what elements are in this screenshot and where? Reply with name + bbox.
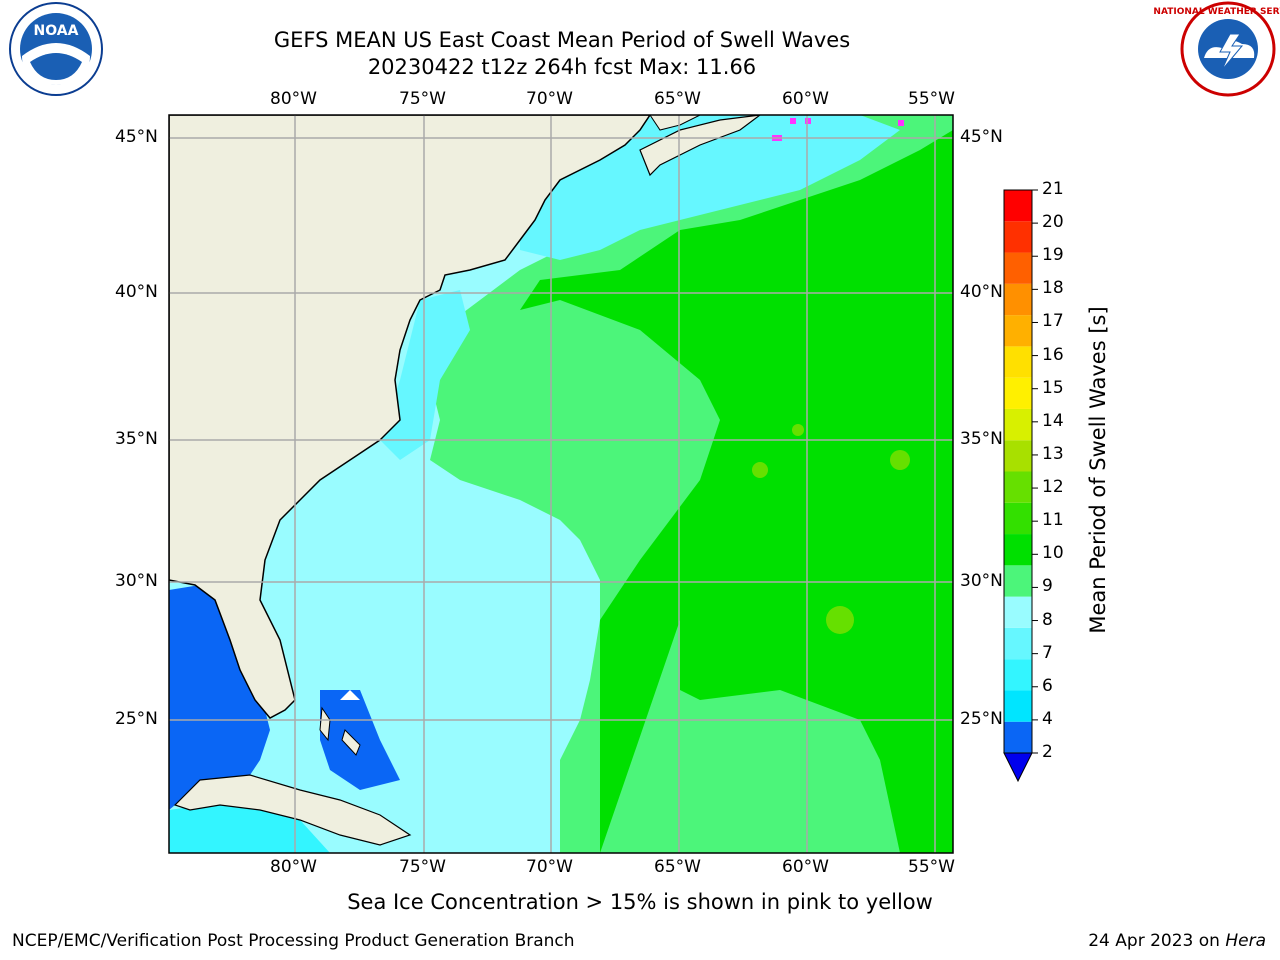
lat-label-left: 45°N bbox=[115, 127, 158, 147]
colorbar-tick-label: 18 bbox=[1042, 278, 1064, 299]
lon-label-top: 60°W bbox=[782, 89, 829, 109]
colorbar-swatch bbox=[1004, 190, 1032, 222]
colorbar-tick-label: 10 bbox=[1042, 543, 1064, 564]
colorbar-swatch bbox=[1004, 565, 1032, 597]
colorbar-title: Mean Period of Swell Waves [s] bbox=[1086, 306, 1110, 634]
colorbar-tick-label: 20 bbox=[1042, 212, 1064, 233]
colorbar-tick-label: 2 bbox=[1042, 742, 1053, 762]
colorbar-swatch bbox=[1004, 346, 1032, 378]
lon-label-bottom: 55°W bbox=[908, 857, 955, 877]
colorbar-swatch bbox=[1004, 721, 1032, 753]
lon-label-bottom: 75°W bbox=[399, 857, 446, 877]
colorbar-swatch bbox=[1004, 596, 1032, 628]
lon-label-bottom: 60°W bbox=[782, 857, 829, 877]
noaa-logo: NOAA bbox=[9, 2, 103, 96]
lon-label-bottom: 70°W bbox=[526, 857, 573, 877]
svg-text:NATIONAL WEATHER SERVICE: NATIONAL WEATHER SERVICE bbox=[1153, 7, 1280, 17]
colorbar bbox=[1003, 189, 1038, 783]
colorbar-tick-label: 4 bbox=[1042, 708, 1053, 729]
colorbar-frame bbox=[1003, 189, 1033, 754]
map-frame bbox=[168, 114, 954, 854]
map-area bbox=[169, 115, 953, 853]
lat-label-right: 40°N bbox=[960, 282, 1003, 302]
lat-label-left: 35°N bbox=[115, 429, 158, 449]
colorbar-tick-label: 6 bbox=[1042, 675, 1053, 696]
cuba-land bbox=[173, 774, 412, 846]
footer-credit: NCEP/EMC/Verification Post Processing Pr… bbox=[12, 931, 575, 951]
colorbar-tick-label: 19 bbox=[1042, 245, 1064, 266]
lat-label-left: 30°N bbox=[115, 571, 158, 591]
lon-label-bottom: 80°W bbox=[270, 857, 317, 877]
colorbar-tick-label: 11 bbox=[1042, 510, 1064, 531]
colorbar-swatch bbox=[1004, 440, 1032, 472]
lon-label-top: 75°W bbox=[399, 89, 446, 109]
colorbar-swatch bbox=[1004, 534, 1032, 566]
colorbar-extend-triangle bbox=[1003, 752, 1033, 783]
colorbar-tick-label: 17 bbox=[1042, 311, 1064, 332]
colorbar-swatch bbox=[1004, 377, 1032, 409]
colorbar-swatch bbox=[1004, 283, 1032, 316]
lat-label-right: 30°N bbox=[960, 571, 1003, 591]
swell-2-4-region bbox=[169, 585, 270, 810]
lat-label-right: 45°N bbox=[960, 127, 1003, 147]
colorbar-tick-label: 16 bbox=[1042, 344, 1064, 365]
colorbar-tick-label: 12 bbox=[1042, 477, 1064, 498]
graticule bbox=[169, 115, 953, 853]
footer-date: 24 Apr 2023 on Hera bbox=[1088, 931, 1266, 951]
colorbar-swatch bbox=[1004, 252, 1032, 284]
colorbar-swatch bbox=[1004, 627, 1032, 660]
map-title: GEFS MEAN US East Coast Mean Period of S… bbox=[273, 28, 851, 52]
colorbar-swatch bbox=[1004, 315, 1032, 347]
lat-label-left: 40°N bbox=[115, 282, 158, 302]
lon-label-bottom: 65°W bbox=[654, 857, 701, 877]
lat-label-right: 35°N bbox=[960, 429, 1003, 449]
colorbar-swatch bbox=[1004, 690, 1032, 722]
nws-logo: NATIONAL WEATHER SERVICE bbox=[1153, 1, 1280, 97]
lon-label-top: 65°W bbox=[654, 89, 701, 109]
lon-label-top: 80°W bbox=[270, 89, 317, 109]
lat-label-left: 25°N bbox=[115, 709, 158, 729]
svg-text:NOAA: NOAA bbox=[34, 23, 79, 39]
colorbar-swatch bbox=[1004, 471, 1032, 503]
colorbar-tick-label: 14 bbox=[1042, 410, 1064, 431]
swell-10-11-region bbox=[520, 130, 953, 853]
lat-label-right: 25°N bbox=[960, 709, 1003, 729]
colorbar-tick-label: 15 bbox=[1042, 377, 1064, 398]
colorbar-tick-label: 21 bbox=[1042, 179, 1064, 199]
colorbar-swatch bbox=[1004, 659, 1032, 691]
colorbar-swatch bbox=[1004, 221, 1032, 253]
sea-ice-caption: Sea Ice Concentration > 15% is shown in … bbox=[347, 890, 933, 914]
colorbar-tick-label: 13 bbox=[1042, 443, 1064, 464]
colorbar-tick-label: 9 bbox=[1042, 576, 1053, 597]
colorbar-tick-label: 7 bbox=[1042, 642, 1053, 663]
lon-label-top: 55°W bbox=[908, 89, 955, 109]
colorbar-swatch bbox=[1004, 502, 1032, 535]
map-subtitle: 20230422 t12z 264h fcst Max: 11.66 bbox=[367, 55, 757, 79]
colorbar-tick-label: 8 bbox=[1042, 609, 1053, 630]
colorbar-swatch bbox=[1004, 408, 1032, 441]
lon-label-top: 70°W bbox=[526, 89, 573, 109]
